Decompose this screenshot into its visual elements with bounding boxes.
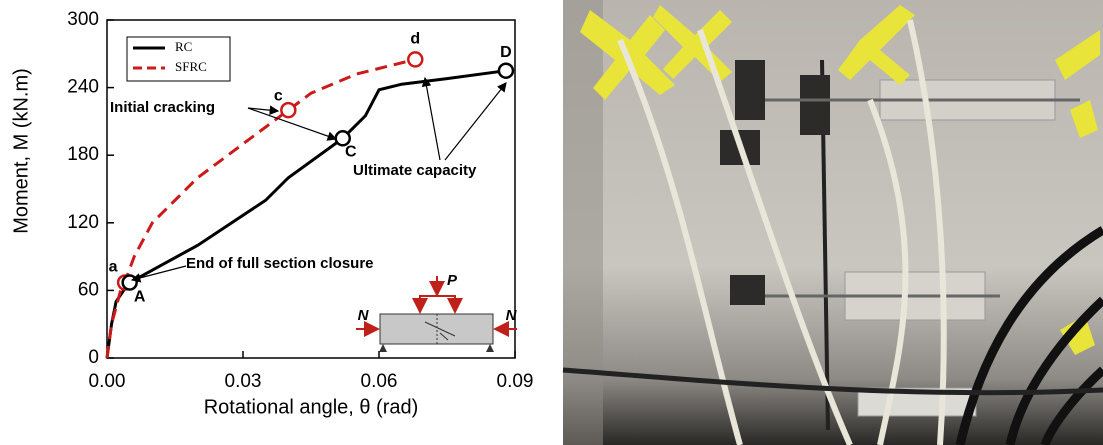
- legend-box: [126, 36, 231, 82]
- legend-label: RC: [175, 39, 192, 54]
- point-marker: [407, 51, 424, 68]
- x-tick-label: 0.03: [225, 371, 262, 392]
- point-label: A: [134, 289, 146, 306]
- lines: aAc Cd D: [105, 31, 515, 359]
- y-tick-label: 240: [67, 77, 99, 98]
- x-tick-label: 0.00: [89, 371, 126, 392]
- line: [105, 57, 416, 359]
- inset-beam: [356, 276, 517, 352]
- y-tick-label: 300: [67, 9, 99, 30]
- y-tick-label: 60: [78, 279, 99, 300]
- x-axis-label: Rotational angle, θ (rad): [204, 396, 419, 418]
- legend-label: SFRC: [175, 59, 207, 74]
- y-tick-label: 180: [67, 144, 99, 165]
- point-marker: [121, 274, 138, 291]
- point-label: D: [500, 44, 512, 61]
- y-tick-label: 120: [67, 212, 99, 233]
- photo: [562, 0, 1103, 445]
- annotation: Initial cracking: [110, 99, 215, 116]
- annotation: End of full section closure: [186, 255, 374, 272]
- point-label: d: [410, 31, 420, 48]
- x-tick-label: 0.06: [361, 371, 398, 392]
- inset-label: N: [506, 307, 518, 324]
- arrow: [130, 265, 187, 283]
- point-label: a: [109, 259, 118, 276]
- y-tick-label: 0: [88, 347, 99, 368]
- point-label: C: [345, 144, 357, 161]
- point-label: c: [274, 87, 283, 104]
- arrow: [444, 82, 507, 161]
- chart: 0.00 0.03 0.06 0.09 0 60 120 180 240 300 aAc Cd D M…: [10, 9, 533, 418]
- legend: RC SFRC: [133, 39, 207, 74]
- arrow: [247, 105, 280, 115]
- ticks: 0.00 0.03 0.06 0.09 0 60 120 180 240 300: [67, 9, 533, 392]
- inset-label: N: [358, 307, 370, 324]
- point-marker: [497, 62, 515, 79]
- x-tick-label: 0.09: [497, 371, 534, 392]
- inset-label: P: [447, 272, 458, 289]
- y-axis-label: Moment, M (kN.m): [10, 68, 32, 234]
- point-marker: [280, 101, 297, 119]
- annotation: Ultimate capacity: [353, 162, 477, 179]
- arrow: [421, 76, 441, 161]
- arrow: [247, 107, 338, 141]
- plot-frame: [106, 19, 516, 359]
